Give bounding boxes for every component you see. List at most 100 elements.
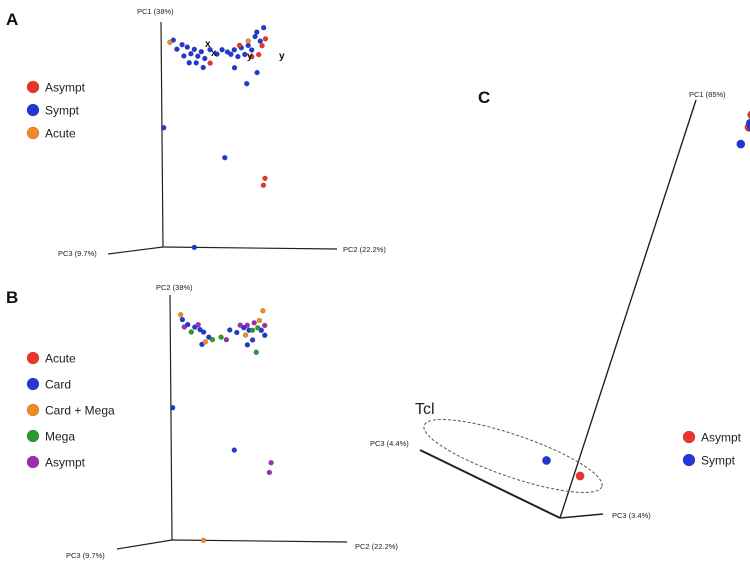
panel-b-points xyxy=(169,308,274,544)
panel-a-point-sympt-23 xyxy=(248,47,255,53)
panel-c-tcl-ellipse xyxy=(423,419,603,493)
panel-b-point-asympt-7 xyxy=(268,459,274,466)
panel-a-point-acute-0 xyxy=(167,39,173,46)
panel-b-legend-swatch-1 xyxy=(26,377,40,391)
panel-a-pc1-label: PC1 (38%) xyxy=(137,7,174,16)
panel-c-axis-pc3b xyxy=(559,513,604,519)
panel-a-point-sympt-9 xyxy=(181,53,187,59)
panel-b-point-card-12 xyxy=(258,327,265,334)
panel-a-point-sympt-29 xyxy=(254,69,260,76)
panel-a-point-sympt-25 xyxy=(254,29,260,35)
panel-a-axis-pc2 xyxy=(162,246,338,250)
panel-a-point-asympt-6 xyxy=(262,175,268,182)
panel-b-letter: B xyxy=(6,288,18,307)
panel-a-marker-y1: y xyxy=(247,51,253,62)
panel-a-point-sympt-8 xyxy=(202,55,208,62)
panel-a-point-sympt-26 xyxy=(257,38,264,44)
panel-b-point-card-5 xyxy=(206,334,212,340)
panel-a-legend-swatch-2 xyxy=(26,126,40,140)
panel-b-point-asympt-5 xyxy=(251,320,257,326)
panel-a-point-sympt-2 xyxy=(179,41,185,48)
panel-a-point-sympt-5 xyxy=(191,46,198,53)
panel-c-letter: C xyxy=(478,88,490,107)
panel-b-point-card-15 xyxy=(231,447,238,453)
panel-b-point-mega-1 xyxy=(209,336,216,343)
panel-b-axis-pc2b xyxy=(171,539,348,543)
panel-b-point-card-16 xyxy=(244,342,251,348)
panel-c-points xyxy=(542,110,750,481)
panel-a-legend-label-2: Acute xyxy=(45,127,76,141)
panel-c-axis-pc3a xyxy=(419,449,561,519)
panel-c-point-asympt-0 xyxy=(747,110,750,119)
panel-c-legend-swatch-1 xyxy=(682,453,696,467)
panel-a-point-sympt-33 xyxy=(191,244,198,251)
panel-b-point-card-0 xyxy=(179,316,186,323)
panel-a-point-sympt-1 xyxy=(174,46,180,52)
panel-b-point-mega-3 xyxy=(249,327,256,333)
panel-a-legend-label-1: Sympt xyxy=(45,104,80,118)
panel-c-point-sympt-0 xyxy=(736,139,746,149)
panel-b-point-mega-4 xyxy=(255,325,261,331)
panel-a-point-asympt-0 xyxy=(207,60,213,66)
panel-a-point-sympt-6 xyxy=(195,53,201,59)
panel-a-point-sympt-31 xyxy=(160,125,167,131)
panel-a-point-asympt-7 xyxy=(260,182,267,188)
panel-c-tcl-label: Tcl xyxy=(415,401,435,418)
panel-c-legend-label-1: Sympt xyxy=(701,454,736,468)
panel-b-legend-label-2: Card + Mega xyxy=(45,404,115,418)
panel-c: C PC1 (85%) PC3 (3.4%) PC3 (4.4%) Tcl As… xyxy=(370,88,750,520)
panel-a-axis-pc3 xyxy=(107,246,164,255)
panel-a: A PC1 (38%) PC2 (22.2%) PC3 (9.7%) Asymp… xyxy=(6,7,386,258)
panel-a-pc2-label: PC2 (22.2%) xyxy=(343,245,386,254)
panel-a-legend-label-0: Asympt xyxy=(45,81,86,95)
panel-b-point-asympt-6 xyxy=(261,322,268,329)
panel-b-legend-swatch-2 xyxy=(26,403,40,417)
panel-b-legend-label-3: Mega xyxy=(45,430,75,444)
panel-b-point-card-mega-2 xyxy=(242,332,249,338)
panel-b-point-card-mega-3 xyxy=(256,317,263,324)
panel-b-axis-pc3 xyxy=(116,539,173,550)
panel-b-legend: Acute Card Card + Mega Mega Asympt xyxy=(26,351,115,470)
panel-c-point-sympt-2 xyxy=(747,123,750,132)
panel-b-point-card-mega-0 xyxy=(177,311,184,318)
panel-b-point-card-13 xyxy=(262,332,268,339)
panel-b-point-asympt-4 xyxy=(244,322,250,329)
panel-b-point-card-mega-4 xyxy=(260,308,266,314)
panel-a-point-sympt-17 xyxy=(228,51,234,58)
panel-b-point-asympt-8 xyxy=(266,469,273,476)
panel-c-legend-swatch-0 xyxy=(682,430,696,444)
panel-b-point-card-3 xyxy=(197,326,203,333)
panel-a-pc3-label: PC3 (9.7%) xyxy=(58,249,97,258)
panel-a-point-asympt-1 xyxy=(236,42,243,49)
panel-a-point-sympt-13 xyxy=(207,46,213,53)
panel-b-point-card-6 xyxy=(199,341,205,348)
panel-a-point-acute-1 xyxy=(245,38,251,44)
panel-a-legend-swatch-1 xyxy=(26,103,40,117)
panel-c-legend: Asympt Sympt xyxy=(682,430,742,468)
panel-b-pc3-label: PC3 (9.7%) xyxy=(66,551,105,560)
panel-a-point-sympt-18 xyxy=(231,47,238,53)
panel-c-pc3b-label: PC3 (3.4%) xyxy=(612,511,651,520)
panel-a-point-sympt-15 xyxy=(219,46,225,53)
panel-a-point-sympt-7 xyxy=(198,48,205,55)
panel-b-point-mega-2 xyxy=(218,334,224,340)
panel-a-points xyxy=(160,24,269,251)
panel-b-point-mega-5 xyxy=(253,349,259,356)
panel-a-point-sympt-28 xyxy=(231,65,238,71)
panel-b: B PC2 (38%) PC2 (22.2%) PC3 (9.7%) Acute… xyxy=(6,283,398,560)
panel-b-pc2-label: PC2 (38%) xyxy=(156,283,193,292)
panel-b-point-asympt-0 xyxy=(181,324,188,330)
panel-b-legend-swatch-4 xyxy=(26,455,40,469)
panel-b-point-mega-0 xyxy=(188,329,195,335)
panel-b-point-card-8 xyxy=(234,329,240,336)
panel-b-point-asympt-2 xyxy=(223,336,230,343)
panel-a-point-asympt-2 xyxy=(255,51,262,58)
panel-b-legend-swatch-0 xyxy=(26,351,40,365)
panel-a-point-sympt-3 xyxy=(184,44,191,50)
panel-a-point-asympt-4 xyxy=(262,36,269,42)
panel-c-pc3a-label: PC3 (4.4%) xyxy=(370,439,409,448)
panel-b-point-asympt-1 xyxy=(195,321,201,328)
panel-a-legend-swatch-0 xyxy=(26,80,40,94)
panel-b-axis-pc2 xyxy=(169,294,173,541)
